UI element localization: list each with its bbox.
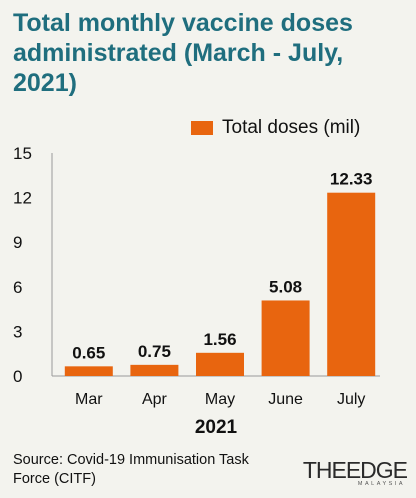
bar-june: [261, 300, 310, 376]
bar-chart: 2021 0 3 6 9 12 15 0.65 Mar 0.75 Apr 1.56 May 5.08 Ju…: [13, 144, 380, 438]
source-note: Source: Covid-19 Immunisation Task Force…: [13, 452, 249, 487]
x-tick-label: Apr: [142, 391, 168, 408]
y-tick-label: 3: [13, 322, 22, 341]
x-tick-label: June: [268, 391, 303, 408]
y-tick-label: 9: [13, 233, 22, 252]
legend-label: Total doses (mil): [222, 117, 361, 138]
bar-may: [196, 352, 244, 376]
data-label: 5.08: [269, 277, 302, 296]
legend-swatch: [191, 121, 213, 135]
x-axis-title: 2021: [195, 417, 238, 438]
y-tick-label: 15: [13, 144, 32, 163]
y-tick-label: 0: [13, 367, 22, 386]
data-label: 0.65: [72, 343, 105, 362]
logo-subtext: MALAYSIA: [357, 481, 405, 487]
the-edge-logo: THEEDGE MALAYSIA: [297, 457, 408, 487]
bar-july: [327, 192, 376, 376]
x-tick-label: Mar: [75, 391, 103, 408]
x-tick-label: July: [337, 391, 365, 408]
legend: Total doses (mil): [191, 117, 360, 139]
y-tick-label: 6: [13, 278, 22, 297]
logo-text: THEEDGE: [302, 457, 408, 483]
bar-mar: [64, 366, 113, 376]
bar-apr: [130, 364, 179, 376]
y-tick-label: 12: [13, 189, 32, 208]
data-label: 0.75: [138, 342, 171, 361]
chart-title: Total monthly vaccine doses administrate…: [13, 9, 353, 97]
data-label: 1.56: [203, 330, 236, 349]
x-tick-label: May: [205, 391, 235, 408]
data-label: 12.33: [330, 170, 373, 189]
